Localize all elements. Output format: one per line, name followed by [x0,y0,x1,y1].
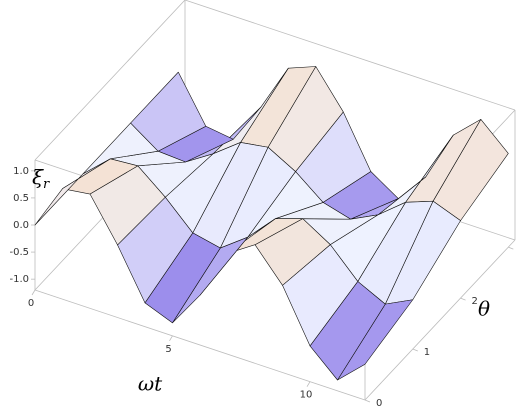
z-axis-subscript: r [43,177,50,192]
z-tick-label: -0.5 [9,247,29,258]
x-axis-title: ωt [138,372,163,396]
x-tick-label: 0 [28,298,34,309]
y-tick [412,348,418,352]
x-tick [169,335,173,342]
z-tick-label: -1.0 [9,274,29,285]
z-tick-label: 1.0 [13,166,29,177]
y-tick-label: 0 [376,398,382,409]
y-tick-label: 1 [424,347,430,358]
z-tick-label: 0.0 [13,220,29,231]
z-axis-title: ξr [32,165,50,192]
z-axis-symbol: ξ [32,165,44,189]
y-tick [508,246,514,250]
x-tick-label: 10 [300,390,313,401]
surface [34,66,509,381]
surface-patch [34,158,111,226]
z-tick-label: 0.5 [13,193,29,204]
y-tick-label: 2 [472,296,478,307]
y-tick [364,399,371,403]
box-edge [184,0,516,111]
y-tick [460,297,466,301]
x-tick [306,381,311,387]
y-axis-title: θ [478,297,490,321]
x-tick [31,289,36,296]
x-tick-label: 5 [165,344,171,355]
box-edge [34,0,186,161]
box-edge [364,239,516,401]
